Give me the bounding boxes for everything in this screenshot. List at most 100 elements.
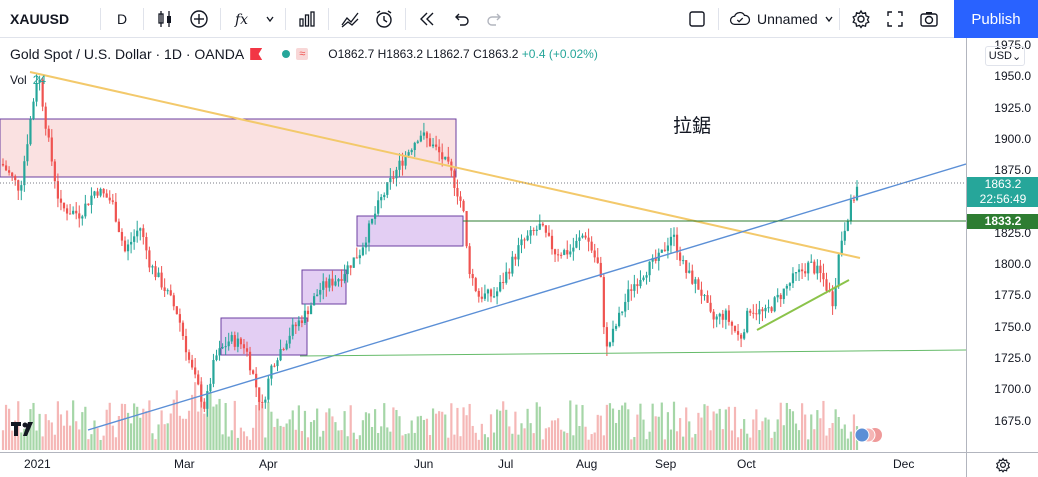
bar-countdown: 22:56:49 xyxy=(979,192,1027,206)
volume-bar xyxy=(587,439,590,450)
candle-body xyxy=(621,311,624,313)
camera-icon[interactable] xyxy=(912,0,946,38)
candle-body xyxy=(489,289,493,297)
bottom-horizontal-line[interactable] xyxy=(299,349,966,357)
ascending-trendline[interactable] xyxy=(87,163,966,431)
price-chart[interactable] xyxy=(0,38,966,452)
candle-body xyxy=(197,374,200,385)
candle-body xyxy=(160,272,163,288)
time-axis[interactable]: 2021 Mar Apr Jun Jul Aug Sep Oct Dec xyxy=(0,452,966,477)
volume-bar xyxy=(740,428,743,450)
volume-bar xyxy=(1,430,5,450)
fullscreen-rect-icon[interactable] xyxy=(680,0,714,38)
candle-body xyxy=(120,232,124,241)
candle-body xyxy=(328,278,331,288)
chart-pane[interactable] xyxy=(0,38,966,452)
tradingview-logo[interactable] xyxy=(10,418,40,440)
toolbar-divider xyxy=(143,7,144,30)
candle-body xyxy=(206,391,209,409)
candle-body xyxy=(41,79,44,107)
volume-bar xyxy=(352,432,355,450)
candle-body xyxy=(682,260,685,262)
volume-bar xyxy=(691,437,694,450)
volume-bar xyxy=(297,405,300,450)
publish-button[interactable]: Publish xyxy=(954,0,1038,38)
price-axis[interactable]: 1975.01950.01925.01900.01875.01850.01825… xyxy=(966,38,1038,452)
candle-body xyxy=(273,365,276,367)
time-tick-label: 2021 xyxy=(24,457,51,471)
alert-clock-icon[interactable] xyxy=(367,0,401,38)
chart-annotation-text[interactable]: 拉鋸 xyxy=(673,115,712,137)
currency-selector[interactable]: USD ⌄ xyxy=(985,46,1025,66)
candle-body xyxy=(224,346,227,348)
layout-save-button[interactable]: Unnamed xyxy=(723,0,835,38)
candle-body xyxy=(270,365,273,379)
candle-body xyxy=(675,234,679,253)
candle-body xyxy=(221,347,224,349)
candle-body xyxy=(672,234,676,237)
resistance-zone-box[interactable] xyxy=(0,118,457,178)
candles-icon[interactable] xyxy=(148,0,182,38)
volume-bar xyxy=(181,418,185,450)
candle-body xyxy=(819,265,822,274)
volume-bar xyxy=(105,409,108,450)
symbol-search-button[interactable]: XAUUSD xyxy=(10,10,70,27)
volume-bar xyxy=(679,418,682,450)
volume-bar xyxy=(87,439,90,450)
candle-body xyxy=(590,241,593,251)
volume-bar xyxy=(852,414,856,450)
indicators-fx-icon[interactable]: fx xyxy=(225,0,259,38)
candle-body xyxy=(200,384,203,402)
volume-bar xyxy=(178,415,181,450)
rising-support-line[interactable] xyxy=(756,279,850,331)
compare-icon[interactable] xyxy=(333,0,367,38)
descending-trendline[interactable] xyxy=(29,71,861,259)
volume-bar xyxy=(276,418,279,450)
candle-body xyxy=(846,220,849,231)
financials-icon[interactable] xyxy=(290,0,324,38)
volume-bar xyxy=(828,427,831,450)
time-tick-label: Aug xyxy=(576,457,598,471)
candle-body xyxy=(785,285,788,289)
volume-bar xyxy=(663,439,666,450)
candle-body xyxy=(752,312,755,314)
candle-body xyxy=(78,213,81,219)
news-flags-icon[interactable] xyxy=(854,427,882,443)
volume-bar xyxy=(788,409,791,450)
candle-body xyxy=(203,401,206,409)
candle-body xyxy=(428,138,432,147)
series-title[interactable]: Gold Spot / U.S. Dollar · 1D · OANDA xyxy=(10,46,245,62)
candle-body xyxy=(175,306,178,315)
candle-body xyxy=(209,383,212,392)
candle-body xyxy=(706,295,709,303)
candle-body xyxy=(688,270,691,273)
undo-icon[interactable] xyxy=(444,0,478,38)
candle-body xyxy=(276,360,279,367)
add-indicator-icon[interactable] xyxy=(182,0,216,38)
volume-bar xyxy=(425,418,429,450)
volume-bar xyxy=(804,414,807,450)
cloud-icon xyxy=(729,11,751,25)
flag-icon[interactable] xyxy=(250,48,263,60)
gear-icon[interactable] xyxy=(844,0,878,38)
candle-body xyxy=(392,177,395,179)
redo-icon[interactable] xyxy=(478,0,512,38)
fullscreen-icon[interactable] xyxy=(878,0,912,38)
volume-bar xyxy=(175,390,178,450)
volume-bar xyxy=(331,416,334,450)
interval-button[interactable]: D xyxy=(116,10,128,27)
chevron-down-icon[interactable] xyxy=(259,0,281,38)
volume-bar xyxy=(157,424,160,450)
axis-settings[interactable] xyxy=(966,452,1038,477)
candle-body xyxy=(401,160,404,166)
volume-bar xyxy=(718,408,721,450)
replay-icon[interactable] xyxy=(410,0,444,38)
candle-body xyxy=(447,156,450,162)
volume-bar xyxy=(624,402,627,450)
volume-bar xyxy=(288,419,291,450)
candle-body xyxy=(441,152,444,160)
chevron-down-icon xyxy=(825,16,833,22)
volume-bar xyxy=(523,428,526,450)
volume-bar xyxy=(245,436,249,450)
volume-bar xyxy=(715,413,718,450)
